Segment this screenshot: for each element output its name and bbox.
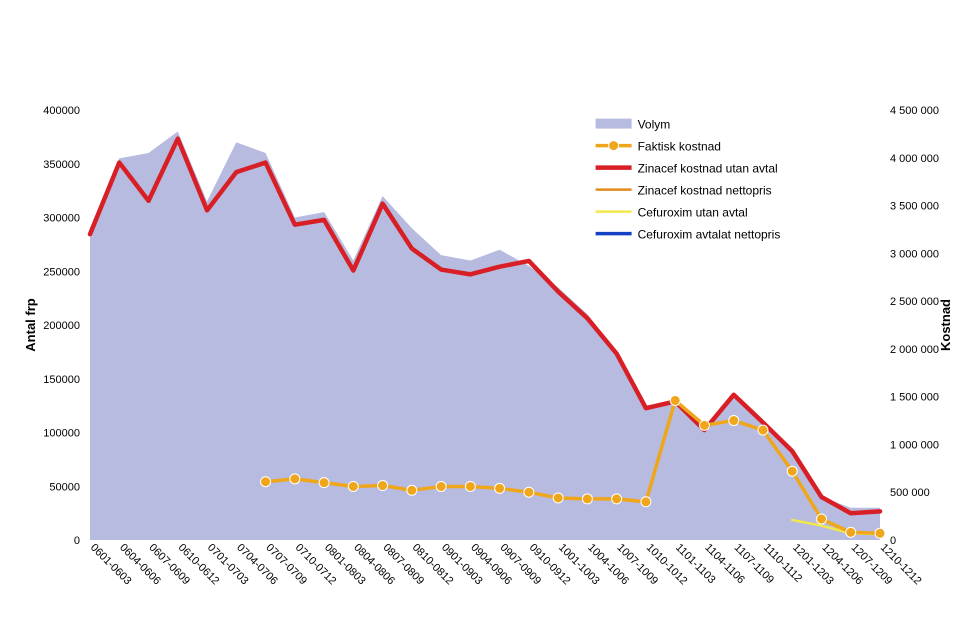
y-left-tick: 200000 bbox=[43, 320, 80, 332]
y-right-tick: 4 500 000 bbox=[890, 105, 939, 117]
y-left-tick: 300000 bbox=[43, 213, 80, 225]
y-right-tick: 2 500 000 bbox=[890, 296, 939, 308]
legend-label: Faktisk kostnad bbox=[638, 140, 721, 154]
y-left-title: Antal frp bbox=[23, 298, 38, 352]
legend-marker bbox=[609, 141, 619, 151]
y-right-tick: 4 000 000 bbox=[890, 153, 939, 165]
y-right-tick: 500 000 bbox=[890, 487, 930, 499]
y-left-tick: 250000 bbox=[43, 266, 80, 278]
chart: 0 50000 100000 150000 200000 250000 300000 3500… bbox=[0, 0, 960, 629]
y-left-tick: 100000 bbox=[43, 428, 80, 440]
legend-swatch bbox=[596, 119, 632, 129]
legend-label: Cefuroxim utan avtal bbox=[638, 206, 748, 220]
legend-label: Zinacef kostnad utan avtal bbox=[638, 162, 778, 176]
y-right-tick: 1 000 000 bbox=[890, 439, 939, 451]
y-right-tick: 3 500 000 bbox=[890, 201, 939, 213]
y-left-tick: 150000 bbox=[43, 374, 80, 386]
y-right-tick: 1 500 000 bbox=[890, 392, 939, 404]
y-left-tick: 400000 bbox=[43, 105, 80, 117]
legend-label: Zinacef kostnad nettopris bbox=[638, 184, 772, 198]
y-left-tick: 50000 bbox=[49, 481, 80, 493]
y-left-tick: 350000 bbox=[43, 159, 80, 171]
y-right-tick: 2 000 000 bbox=[890, 344, 939, 356]
y-right-title: Kostnad bbox=[938, 299, 953, 351]
legend-label: Cefuroxim avtalat nettopris bbox=[638, 228, 781, 242]
legend-label: Volym bbox=[638, 118, 671, 132]
y-right-tick: 3 000 000 bbox=[890, 248, 939, 260]
y-left-tick: 0 bbox=[74, 535, 80, 547]
